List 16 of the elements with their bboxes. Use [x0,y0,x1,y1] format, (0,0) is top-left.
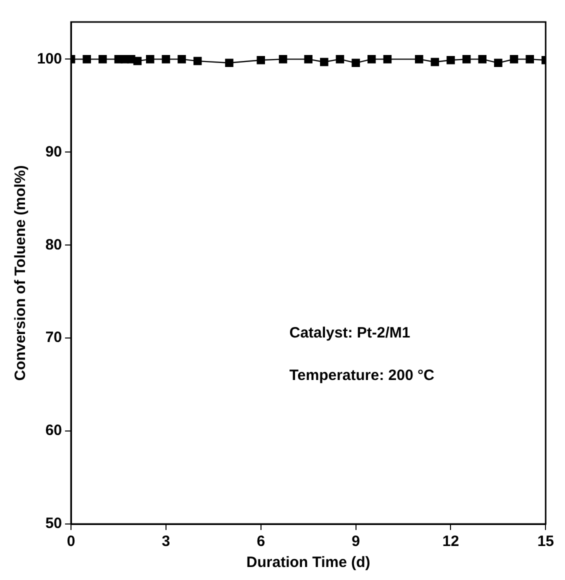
x-tick-label: 6 [256,533,266,550]
x-tick-label: 12 [442,533,460,550]
y-tick-label: 80 [45,236,62,254]
x-axis-title: Duration Time (d) [246,554,370,572]
x-tick-label: 15 [537,533,554,550]
annotation: Temperature: 200 °C [289,367,434,384]
y-tick-label: 50 [45,515,62,532]
annotation: Catalyst: Pt-2/M1 [289,324,410,342]
x-tick-label: 0 [66,533,76,550]
x-tick-label: 3 [162,533,170,550]
y-axis-title: Conversion of Toluene (mol%) [12,165,30,381]
y-tick-label: 90 [45,143,62,160]
y-tick-label: 60 [45,422,62,440]
y-tick-label: 100 [36,50,62,68]
y-tick-label: 70 [45,329,62,346]
x-tick-label: 9 [352,533,360,550]
